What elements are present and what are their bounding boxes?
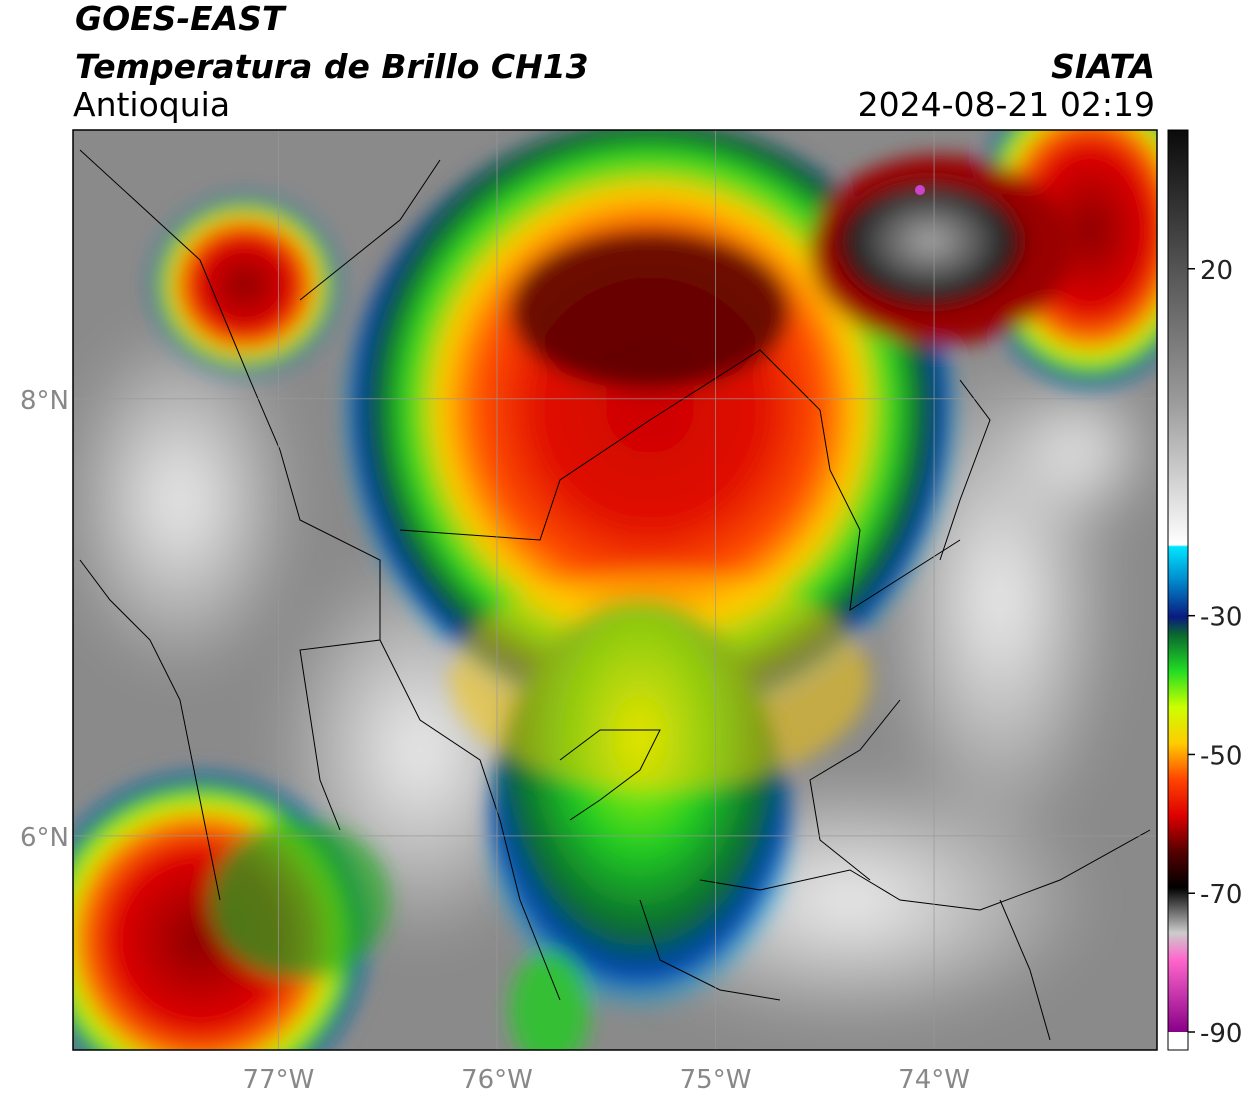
x-tick-label: 75°W bbox=[680, 1065, 752, 1095]
subtitle: Temperatura de Brillo CH13 bbox=[75, 47, 589, 86]
x-tick-label: 77°W bbox=[243, 1065, 315, 1095]
grid bbox=[73, 130, 1157, 1050]
x-tick-label: 74°W bbox=[898, 1065, 970, 1095]
colorbar-tick-label: -30 bbox=[1200, 603, 1242, 633]
overshoot-top bbox=[915, 185, 925, 195]
title: GOES-EAST bbox=[75, 0, 287, 38]
y-tick-label: 8°N bbox=[20, 386, 69, 416]
map-frame bbox=[72, 129, 1158, 1051]
source: SIATA bbox=[1051, 47, 1155, 86]
colorbar-frame bbox=[1167, 129, 1189, 1051]
colorbar-tick-label: -90 bbox=[1200, 1019, 1242, 1049]
colorbar-tick-label: -50 bbox=[1200, 741, 1242, 771]
borders bbox=[79, 149, 1151, 1041]
region: Antioquia bbox=[73, 85, 230, 124]
colorbar-tick-label: -70 bbox=[1200, 880, 1242, 910]
x-tick-label: 76°W bbox=[461, 1065, 533, 1095]
colorbar bbox=[1168, 130, 1188, 1032]
datetime: 2024-08-21 02:19 bbox=[858, 85, 1155, 124]
satellite-image bbox=[73, 130, 1157, 1050]
colorbar-tick-label: 20 bbox=[1200, 256, 1233, 286]
y-tick-label: 6°N bbox=[20, 823, 69, 853]
colorbar-under bbox=[1168, 1032, 1188, 1050]
